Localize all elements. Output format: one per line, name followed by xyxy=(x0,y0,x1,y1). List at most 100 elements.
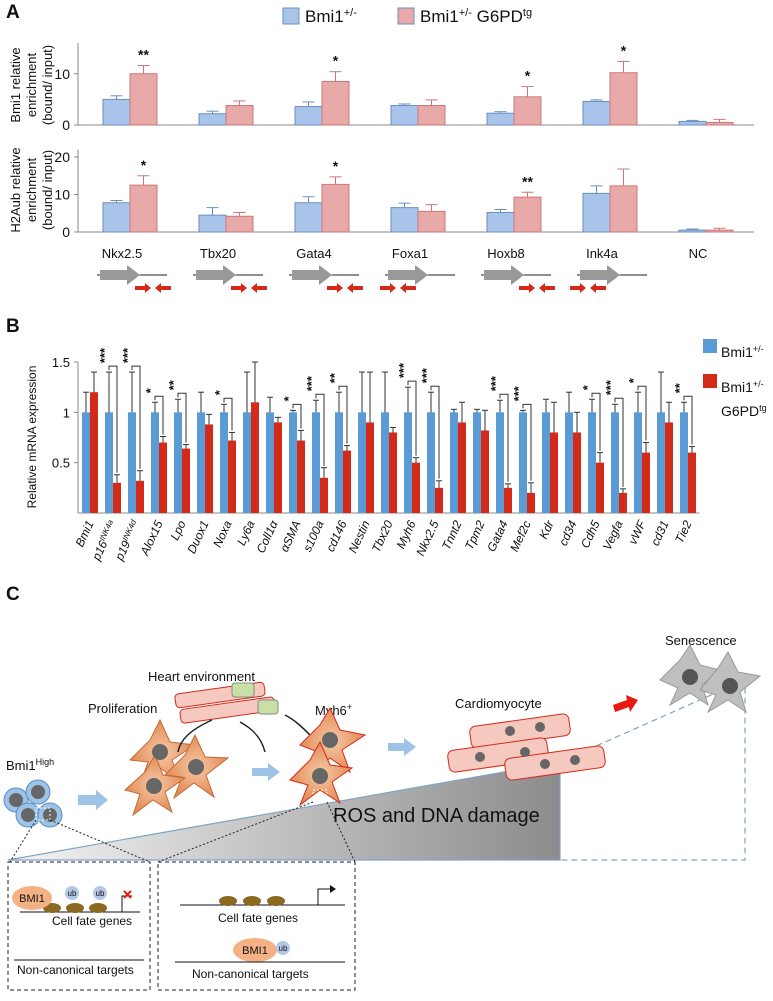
y-tick-label: 0 xyxy=(62,117,70,133)
primer xyxy=(347,283,363,293)
label-part: Bmi1 xyxy=(305,7,344,26)
label-sup: + xyxy=(347,702,352,712)
y-tick-label: 1.5 xyxy=(52,355,70,370)
primer xyxy=(327,283,343,293)
detail-box xyxy=(157,861,356,991)
label-part: G6PD xyxy=(721,403,759,419)
bar xyxy=(619,492,627,513)
bar xyxy=(634,412,642,513)
y-axis-label: (bound/ input) xyxy=(40,45,55,125)
y-axis-label: Relative mRNA expression xyxy=(25,366,39,509)
cardiomyocyte-label: Cardiomyocyte xyxy=(455,696,542,711)
significance: *** xyxy=(396,362,411,378)
ub-label: ub xyxy=(279,944,288,953)
y-tick-label: 10 xyxy=(54,66,70,82)
label-part: Ly6a xyxy=(234,518,258,548)
primer xyxy=(539,283,555,293)
block-mark xyxy=(123,890,132,899)
significance-bracket xyxy=(430,385,440,479)
bar xyxy=(335,412,343,513)
ub-shape xyxy=(276,941,290,955)
primer xyxy=(231,283,247,293)
targets-label: Non-canonical targets xyxy=(192,967,309,981)
bar xyxy=(412,462,420,513)
bar xyxy=(642,452,650,513)
bmi1-label: BMI1 xyxy=(242,945,268,957)
ub-label: ub xyxy=(68,889,77,898)
bar xyxy=(519,412,527,513)
red-arrow xyxy=(613,695,638,712)
label-part: Mef2c xyxy=(507,518,534,554)
significance: * xyxy=(143,387,158,393)
bar xyxy=(573,432,581,513)
x-tick-label: cd34 xyxy=(556,518,580,548)
label-part: +/- xyxy=(753,344,764,354)
gene-arrow xyxy=(484,265,524,285)
proliferating-cells xyxy=(123,718,230,817)
bar xyxy=(102,202,131,233)
bar xyxy=(251,402,259,513)
bar xyxy=(481,430,489,513)
genes-label: Cell fate genes xyxy=(218,911,298,925)
bar xyxy=(390,207,419,233)
bar xyxy=(609,185,638,233)
bar xyxy=(417,210,446,233)
panel-label: A xyxy=(6,2,20,23)
x-tick-label: Tbx20 xyxy=(200,246,236,261)
x-tick-label: Alox15 xyxy=(137,518,166,558)
label-part: Tnnt2 xyxy=(439,518,465,552)
label-part: Bmi1 xyxy=(721,379,753,395)
bar xyxy=(102,98,131,126)
significance-bracket xyxy=(315,393,325,466)
bar xyxy=(678,229,707,233)
bar xyxy=(596,462,604,513)
y-axis-label: H2Aub relative xyxy=(8,147,23,232)
y-axis-label: enrichment xyxy=(24,52,39,117)
bar xyxy=(588,412,596,513)
legend-swatch xyxy=(397,7,415,25)
bar xyxy=(297,440,305,513)
bar xyxy=(582,192,611,233)
proliferation-label: Proliferation xyxy=(88,701,157,716)
legend-swatch xyxy=(703,374,717,388)
zoom-box xyxy=(312,789,328,803)
x-tick-label: Hoxb8 xyxy=(487,246,525,261)
cardiomyocytes xyxy=(447,713,606,781)
bar xyxy=(225,105,254,126)
x-tick-label: Duox1 xyxy=(184,518,211,555)
bar xyxy=(198,214,227,233)
label-part: Bmi1 xyxy=(72,518,96,549)
bar xyxy=(129,184,158,233)
heart-tissue xyxy=(174,681,279,724)
significance: *** xyxy=(488,375,503,391)
label-part: Noxa xyxy=(210,518,235,550)
significance: *** xyxy=(120,347,135,363)
significance: ** xyxy=(327,372,342,383)
label-part: Tbx20 xyxy=(369,518,396,554)
y-axis-label: Bmi1 relative xyxy=(8,47,23,122)
bar xyxy=(427,412,435,513)
heart-label: Heart environment xyxy=(148,669,255,684)
bar xyxy=(513,196,542,233)
significance-bracket xyxy=(591,392,601,451)
panel-label: B xyxy=(6,316,20,337)
bar xyxy=(705,121,734,126)
significance: * xyxy=(281,395,296,401)
x-tick-label: Mef2c xyxy=(507,518,534,554)
bar xyxy=(174,412,182,513)
label-sup: INK4a xyxy=(97,518,115,542)
legend-label: G6PDtg xyxy=(721,403,767,419)
zoom-line xyxy=(9,819,37,863)
bar xyxy=(565,412,573,513)
bar xyxy=(680,412,688,513)
significance: *** xyxy=(603,379,618,395)
label-part: tg xyxy=(523,7,532,19)
myh6-cells xyxy=(289,706,367,807)
significance: * xyxy=(333,158,339,174)
label-part: Bmi1 xyxy=(721,344,753,360)
bar xyxy=(390,105,419,126)
legend-swatch xyxy=(282,7,300,25)
significance: *** xyxy=(419,367,434,383)
x-tick-label: Lpo xyxy=(168,518,189,542)
